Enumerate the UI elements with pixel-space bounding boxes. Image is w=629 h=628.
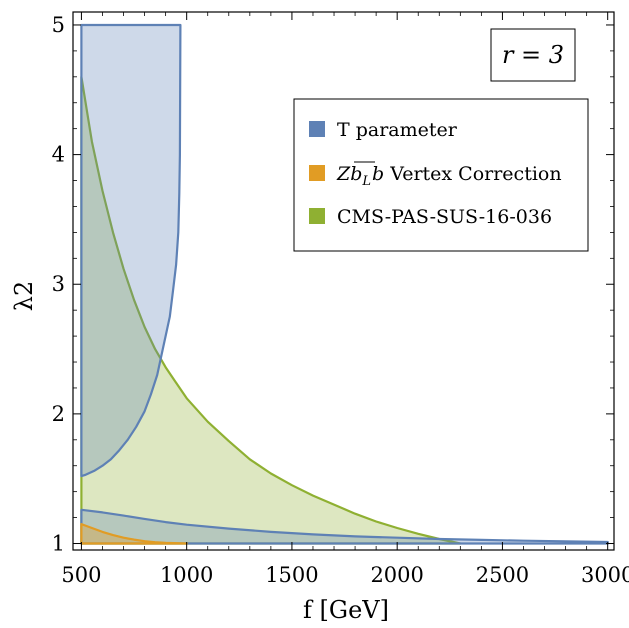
legend-box (293, 98, 589, 252)
region-t-parameter-lower (80, 508, 609, 545)
data-regions (80, 23, 609, 545)
legend-swatch-t-parameter (309, 121, 325, 137)
plot-frame (72, 11, 615, 551)
x-tick-label: 500 (61, 563, 101, 587)
y-tick-label: 5 (52, 13, 65, 37)
axis-ticks (73, 12, 614, 550)
y-axis-title: λ2 (10, 281, 38, 311)
legend-label-bbar: b (350, 163, 362, 185)
x-tick-label: 1000 (160, 563, 213, 587)
y-tick-label: 4 (52, 143, 65, 167)
y-tick-label: 3 (52, 272, 65, 296)
x-tick-label: 2500 (476, 563, 529, 587)
legend-label-vertex-correction: ZbLb Vertex Correction (336, 163, 562, 189)
annotation-box (490, 28, 576, 82)
x-axis-title: f [GeV] (303, 596, 389, 624)
legend-label-z: Z (336, 163, 351, 185)
region-t-parameter-upper (80, 23, 182, 478)
x-tick-label: 1500 (265, 563, 318, 587)
y-tick-label: 2 (52, 402, 65, 426)
legend-swatch-cms (309, 208, 325, 224)
legend-swatch-vertex-correction (309, 165, 325, 181)
legend-label-subscript: L (361, 174, 371, 189)
legend-label-b: b (372, 163, 384, 185)
legend-label-rest: Vertex Correction (384, 163, 561, 185)
legend: T parameter ZbLb Vertex Correction CMS-P… (293, 98, 589, 252)
y-tick-label: 1 (52, 532, 65, 556)
legend-label-t-parameter: T parameter (337, 119, 458, 141)
region-cms (80, 75, 462, 545)
annotation-text: r = 3 (502, 41, 564, 69)
legend-label-cms: CMS-PAS-SUS-16-036 (337, 206, 552, 228)
region-vertex-correction (80, 522, 188, 545)
tick-labels: 500 1000 1500 2000 2500 3000 1 2 3 4 5 (52, 13, 629, 587)
x-tick-label: 2000 (370, 563, 423, 587)
x-tick-label: 3000 (581, 563, 629, 587)
